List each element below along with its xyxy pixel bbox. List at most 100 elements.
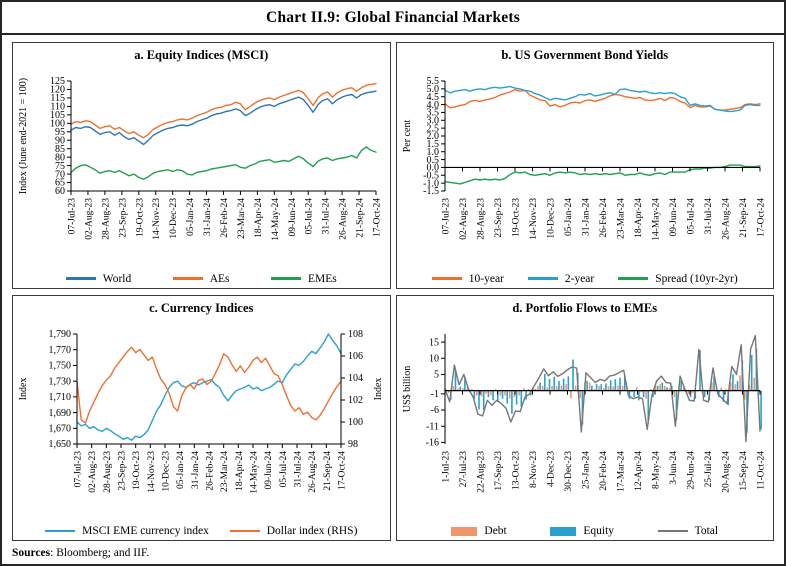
svg-text:108: 108 [348,329,363,340]
svg-text:1,770: 1,770 [49,345,72,356]
svg-text:15-Sep-24: 15-Sep-24 [739,451,749,491]
svg-text:14-Nov-23: 14-Nov-23 [147,451,157,493]
svg-text:19-Oct-23: 19-Oct-23 [132,451,142,490]
svg-text:17-Sep-23: 17-Sep-23 [494,451,504,491]
svg-text:1,710: 1,710 [49,392,72,403]
legend-swatch [618,277,649,280]
legend-d: Debt Equity Total [408,525,762,537]
svg-text:19-Oct-23: 19-Oct-23 [136,198,146,237]
svg-text:3.5: 3.5 [426,108,439,119]
svg-text:75: 75 [55,161,65,172]
svg-text:25-Jul-24: 25-Jul-24 [704,451,714,488]
svg-text:05-Jul-24: 05-Jul-24 [279,451,289,488]
svg-text:26-Feb-24: 26-Feb-24 [599,198,609,238]
legend-label: Debt [484,525,507,537]
svg-text:102: 102 [348,395,363,406]
svg-text:95: 95 [55,127,65,138]
svg-text:1-Jul-23: 1-Jul-23 [441,451,451,483]
svg-text:2.5: 2.5 [426,124,439,135]
svg-text:14-May-24: 14-May-24 [250,451,260,494]
panels-grid: a. Equity Indices (MSCI) 125 120 115 110 105… [2,35,784,544]
svg-text:105: 105 [50,110,65,121]
svg-text:1,650: 1,650 [49,439,72,450]
svg-text:1,750: 1,750 [49,360,72,371]
legend-item-debt: Debt [451,525,507,537]
svg-text:17-Oct-24: 17-Oct-24 [756,198,766,237]
svg-text:-6: -6 [430,405,438,416]
svg-text:60: 60 [55,186,65,197]
legend-label: 2-year [564,272,595,285]
svg-text:26-Aug-24: 26-Aug-24 [308,451,318,493]
svg-text:17-Mar-24: 17-Mar-24 [616,451,626,492]
svg-text:1.5: 1.5 [426,139,439,150]
panel-us-bond-yields: b. US Government Bond Yields 5.5 5.0 4.5 4.… [395,42,774,289]
svg-text:106: 106 [348,351,363,362]
svg-text:21-Sep-24: 21-Sep-24 [739,198,749,238]
svg-text:8-Nov-23: 8-Nov-23 [529,451,539,488]
svg-text:US$ billion: US$ billion [402,366,413,412]
svg-text:17-Oct-24: 17-Oct-24 [338,451,348,490]
svg-text:31-Jul-24: 31-Jul-24 [322,198,332,235]
svg-text:31-Jul-24: 31-Jul-24 [294,451,304,488]
svg-text:1.0: 1.0 [426,147,439,158]
legend-a: World AEs EMEs [24,273,378,285]
svg-text:104: 104 [348,373,363,384]
legend-label: Dollar index (RHS) [266,525,358,537]
svg-text:18-Apr-24: 18-Apr-24 [634,198,644,238]
svg-text:19-Oct-23: 19-Oct-23 [511,198,521,237]
svg-text:10-Dec-23: 10-Dec-23 [546,198,556,239]
svg-text:100: 100 [50,119,65,130]
legend-label: Spread (10yr-2yr) [655,272,738,285]
svg-text:05-Jul-24: 05-Jul-24 [305,198,315,235]
svg-text:4.0: 4.0 [426,100,439,111]
svg-text:90: 90 [55,136,65,147]
svg-text:-1.5: -1.5 [423,186,439,197]
legend-swatch [65,277,96,280]
legend-swatch [527,277,558,280]
svg-text:125: 125 [50,76,65,87]
sources-text: : Bloomberg; and IIF. [50,547,150,559]
svg-text:5.5: 5.5 [426,76,439,87]
legend-swatch [229,529,260,533]
svg-text:10-Dec-23: 10-Dec-23 [162,451,172,492]
legend-swatch [172,277,203,280]
legend-label: Equity [583,525,615,537]
svg-text:30-Dec-23: 30-Dec-23 [564,451,574,492]
svg-text:02-Aug-23: 02-Aug-23 [459,198,469,240]
legend-swatch [431,277,462,280]
svg-text:1,670: 1,670 [49,423,72,434]
svg-text:25-Jan-24: 25-Jan-24 [581,451,591,489]
svg-text:31-Jan-24: 31-Jan-24 [203,198,213,236]
legend-label: MSCI EME currency index [82,525,209,537]
svg-text:18-Apr-24: 18-Apr-24 [235,451,245,491]
svg-text:3.0: 3.0 [426,116,439,127]
svg-text:28-Aug-23: 28-Aug-23 [103,451,113,493]
figure-title: Chart II.9: Global Financial Markets [2,2,784,35]
svg-text:23-Mar-24: 23-Mar-24 [220,451,230,492]
svg-text:-11: -11 [426,421,439,432]
panel-portfolio-flows: d. Portfolio Flows to EMEs 15 10 5 -1 -6 -11 -… [395,294,774,541]
svg-text:28-Aug-23: 28-Aug-23 [102,198,112,240]
svg-text:05-Jan-24: 05-Jan-24 [186,198,196,236]
svg-text:0.5: 0.5 [426,155,439,166]
svg-text:02-Aug-23: 02-Aug-23 [85,198,95,240]
legend-item-total: Total [657,525,719,537]
svg-text:10: 10 [429,353,439,364]
svg-text:09-Jun-24: 09-Jun-24 [264,451,274,490]
svg-text:23-Sep-23: 23-Sep-23 [494,198,504,238]
svg-text:27-Jul-23: 27-Jul-23 [459,451,469,488]
legend-label: Total [694,525,719,537]
svg-text:05-Jan-24: 05-Jan-24 [176,451,186,489]
svg-text:98: 98 [348,439,358,450]
svg-text:02-Aug-23: 02-Aug-23 [88,451,98,493]
svg-text:1,730: 1,730 [49,376,72,387]
legend-label: World [102,272,132,285]
svg-text:26-Feb-24: 26-Feb-24 [220,198,230,238]
legend-label: 10-year [468,272,504,285]
svg-text:5: 5 [434,369,439,380]
legend-item-10-year: 10-year [431,272,504,285]
panel-d-title: d. Portfolio Flows to EMEs [512,300,658,315]
panel-currency-indices: c. Currency Indices 1,790 1,770 1,750 1,730… [12,294,391,541]
sources-label: Sources [12,547,51,559]
svg-text:11-Oct-24: 11-Oct-24 [756,451,766,490]
